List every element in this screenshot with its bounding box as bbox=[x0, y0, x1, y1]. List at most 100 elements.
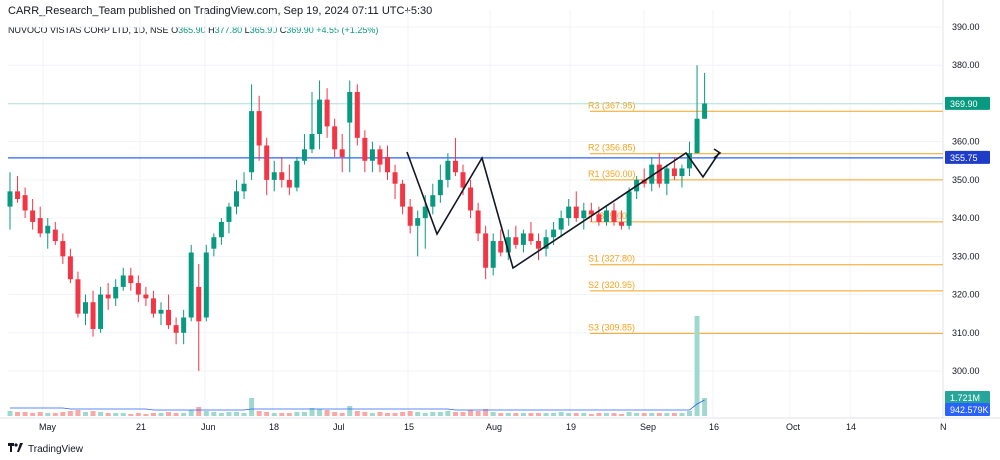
volume-bar bbox=[339, 413, 345, 416]
pivot-label: S2 (320.95) bbox=[588, 280, 635, 290]
candle-body bbox=[422, 206, 428, 219]
volume-bar bbox=[369, 413, 375, 416]
volume-bar bbox=[166, 412, 172, 416]
volume-bar bbox=[158, 413, 164, 416]
candle-body bbox=[226, 206, 232, 222]
candle-body bbox=[271, 172, 277, 180]
x-tick-label: 14 bbox=[846, 422, 856, 432]
pattern-arrowhead bbox=[713, 148, 722, 159]
volume-bar bbox=[264, 412, 270, 416]
volume-bar bbox=[83, 412, 88, 416]
volume-bar bbox=[30, 413, 36, 416]
x-tick-label: 16 bbox=[709, 422, 719, 432]
volume-bar bbox=[241, 413, 247, 416]
x-tick-label: 15 bbox=[404, 422, 414, 432]
candle-body bbox=[173, 325, 179, 333]
volume-bar bbox=[7, 411, 13, 416]
volume-badge-bg bbox=[945, 391, 990, 404]
candle-body bbox=[513, 237, 519, 245]
candle-body bbox=[573, 206, 579, 219]
candle-body bbox=[83, 302, 88, 314]
volume-bar bbox=[256, 411, 262, 416]
volume-bar bbox=[294, 412, 300, 416]
y-tick-label: 320.00 bbox=[952, 290, 980, 300]
candle-body bbox=[332, 126, 338, 150]
pivot-label: R3 (367.95) bbox=[588, 100, 636, 110]
candle-body bbox=[7, 191, 13, 207]
volume-bar bbox=[196, 407, 202, 416]
volume-bar bbox=[37, 412, 43, 416]
volume-bar bbox=[452, 412, 458, 416]
candle-body bbox=[15, 191, 21, 199]
candle-body bbox=[218, 221, 224, 238]
candle-body bbox=[264, 145, 270, 180]
low-label: L bbox=[244, 25, 250, 35]
candle-body bbox=[324, 99, 330, 127]
candle-body bbox=[445, 160, 451, 180]
volume-bar bbox=[694, 316, 700, 416]
volume-bar bbox=[671, 413, 677, 416]
x-tick-label: Aug bbox=[486, 422, 502, 432]
candle-body bbox=[430, 195, 436, 207]
volume-bar bbox=[15, 412, 21, 416]
x-tick-label: Oct bbox=[786, 422, 801, 432]
candle-body bbox=[294, 160, 300, 188]
volume-bar bbox=[536, 413, 541, 416]
tradingview-brand[interactable]: TradingView bbox=[8, 443, 83, 456]
candle-body bbox=[317, 99, 323, 135]
volume-bar bbox=[702, 398, 708, 416]
candle-body bbox=[460, 172, 466, 188]
volume-bar bbox=[286, 413, 292, 416]
volume-bar bbox=[664, 413, 670, 416]
close-value: 369.90 bbox=[286, 25, 314, 35]
volume-bar bbox=[641, 413, 647, 416]
volume-bar bbox=[90, 411, 96, 416]
y-tick-label: 360.00 bbox=[952, 137, 980, 147]
candle-body bbox=[377, 149, 383, 165]
candle-body bbox=[611, 210, 617, 222]
y-tick-label: 300.00 bbox=[952, 366, 980, 376]
candle-body bbox=[528, 233, 534, 242]
candle-body bbox=[60, 241, 66, 257]
volume-bar bbox=[483, 409, 489, 416]
volume-bar bbox=[596, 413, 602, 416]
volume-bar bbox=[445, 411, 451, 416]
volume-bar bbox=[603, 413, 609, 416]
volume-bar bbox=[120, 413, 126, 416]
x-tick-label: Sep bbox=[640, 422, 656, 432]
candle-body bbox=[596, 214, 602, 222]
volume-bar bbox=[317, 409, 323, 416]
candle-body bbox=[619, 221, 625, 226]
candle-body bbox=[234, 191, 239, 207]
candle-body bbox=[702, 103, 708, 119]
volume-bar bbox=[422, 413, 428, 416]
candle-body bbox=[369, 149, 375, 161]
pivot-label: R1 (350.00) bbox=[588, 169, 636, 179]
candle-body bbox=[30, 210, 36, 222]
volume-bar bbox=[128, 414, 134, 416]
brand-name: TradingView bbox=[28, 444, 84, 455]
candle-body bbox=[536, 241, 541, 249]
volume-bar bbox=[377, 412, 383, 416]
candle-body bbox=[468, 187, 474, 211]
volume-bar bbox=[573, 413, 579, 416]
symbol-name[interactable]: NUVOCO VISTAS CORP LTD, 1D, NSE bbox=[8, 25, 169, 35]
volume-bar bbox=[211, 412, 217, 416]
volume-bar bbox=[687, 411, 692, 416]
candle-body bbox=[626, 191, 632, 226]
low-value: 365.90 bbox=[249, 25, 278, 35]
candle-body bbox=[520, 233, 526, 245]
candle-body bbox=[128, 275, 134, 284]
volume-bar bbox=[566, 413, 572, 416]
volume-bar bbox=[173, 413, 179, 416]
volume-bar bbox=[619, 414, 625, 416]
volume-bar bbox=[332, 412, 338, 416]
candle-body bbox=[354, 91, 360, 138]
volume-bar bbox=[588, 414, 594, 416]
volume-bar bbox=[558, 412, 564, 416]
candle-body bbox=[400, 183, 406, 207]
volume-bar bbox=[520, 413, 526, 416]
volume-bar bbox=[475, 411, 481, 416]
candle-body bbox=[581, 210, 587, 219]
